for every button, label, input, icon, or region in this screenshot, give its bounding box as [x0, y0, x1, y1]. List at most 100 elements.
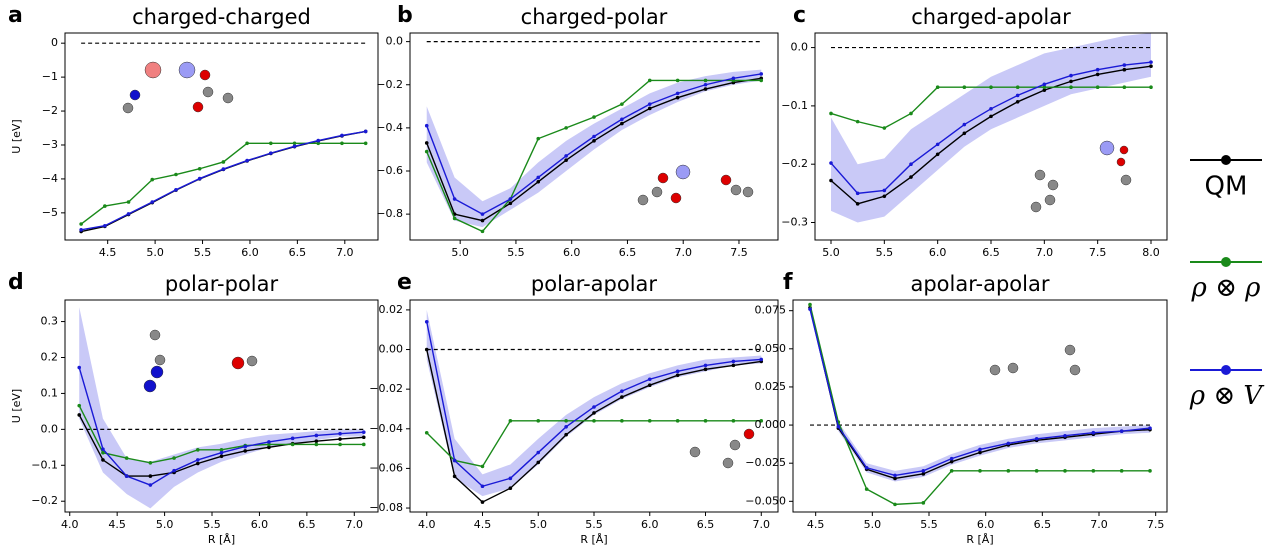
plot-frame: [64, 32, 379, 241]
x-tick-label: 7.5: [1147, 518, 1165, 531]
data-point: [103, 223, 107, 228]
legend-label: ρ ⊗ V: [1189, 381, 1265, 411]
x-tick-label: 5.0: [451, 246, 469, 259]
data-point: [1122, 63, 1127, 67]
data-point: [269, 141, 273, 146]
panel-title: polar-polar: [165, 272, 279, 296]
data-point: [480, 218, 485, 223]
data-point: [267, 445, 271, 450]
data-point: [864, 465, 869, 470]
x-tick-label: 7.0: [1090, 518, 1108, 531]
data-point: [1122, 85, 1127, 90]
data-point: [921, 469, 926, 473]
x-tick-label: 7.0: [336, 246, 354, 259]
x-tick-label: 5.0: [529, 518, 547, 531]
y-tick-label: 0.0: [386, 35, 404, 48]
y-tick-label: −0.025: [745, 456, 786, 469]
data-point: [949, 459, 954, 464]
data-point: [909, 175, 913, 179]
data-point: [978, 450, 982, 455]
data-point: [921, 501, 926, 505]
data-point: [978, 447, 982, 452]
x-tick-label: 6.5: [697, 518, 715, 531]
data-point: [536, 450, 541, 455]
x-tick-label: 4.5: [474, 518, 492, 531]
data-point: [882, 126, 887, 130]
data-point: [962, 85, 967, 90]
data-point: [647, 383, 652, 387]
data-point: [731, 76, 736, 81]
data-point: [829, 111, 833, 116]
data-point: [508, 476, 513, 481]
x-tick-label: 5.0: [822, 246, 840, 259]
y-tick-label: 0: [51, 36, 58, 49]
y-tick-label: −0.2: [376, 78, 403, 91]
data-point: [564, 126, 568, 130]
x-tick-label: 5.0: [146, 246, 164, 259]
data-point: [893, 502, 897, 507]
data-point: [1069, 85, 1073, 90]
data-point: [340, 141, 344, 146]
data-point: [808, 302, 812, 307]
x-tick-label: 7.5: [1089, 246, 1107, 259]
y-tick-label: −4: [42, 172, 58, 185]
data-point: [536, 175, 541, 180]
data-point: [909, 111, 913, 116]
data-point: [949, 469, 954, 473]
y-tick-label: −0.3: [781, 216, 808, 229]
data-point: [292, 144, 297, 149]
data-point: [197, 176, 202, 181]
data-point: [103, 204, 107, 208]
data-point: [1015, 85, 1020, 90]
data-point: [361, 435, 366, 440]
data-point: [731, 359, 736, 364]
x-tick-label: 6.0: [929, 246, 947, 259]
x-tick-label: 7.5: [730, 246, 748, 259]
data-point: [962, 122, 967, 127]
data-point: [675, 419, 680, 423]
legend-label: QM: [1205, 172, 1248, 202]
data-point: [480, 229, 485, 234]
y-tick-label: −0.2: [781, 157, 808, 170]
data-point: [363, 129, 368, 134]
x-axis-label: R [Å]: [580, 533, 607, 546]
data-point: [703, 419, 708, 423]
data-point: [77, 365, 82, 370]
data-point: [564, 154, 568, 158]
data-point: [675, 369, 680, 374]
uncertainty-band: [426, 69, 762, 228]
data-point: [101, 447, 105, 451]
data-point: [508, 201, 513, 206]
data-point: [978, 469, 982, 473]
data-point: [1042, 82, 1047, 87]
data-point: [1095, 85, 1100, 90]
data-point: [363, 141, 368, 146]
uncertainty-band: [810, 306, 1150, 482]
x-tick-label: 7.0: [674, 246, 692, 259]
data-point: [647, 377, 652, 382]
y-tick-label: 0.0: [791, 41, 809, 54]
x-tick-label: 6.5: [982, 246, 1000, 259]
data-point: [1015, 100, 1020, 104]
data-point: [126, 212, 131, 216]
data-point: [338, 431, 342, 436]
data-point: [267, 440, 271, 444]
data-point: [452, 474, 457, 479]
y-tick-label: −0.4: [376, 121, 403, 134]
series-line: [426, 420, 762, 468]
data-point: [935, 85, 940, 90]
data-point: [1063, 433, 1067, 438]
x-axis-label: R [Å]: [966, 533, 993, 546]
y-tick-label: 0.075: [755, 304, 787, 317]
panel-title: polar-apolar: [531, 272, 657, 296]
data-point: [962, 131, 967, 136]
data-point: [1063, 469, 1067, 473]
data-point: [703, 367, 708, 372]
data-point: [935, 142, 940, 147]
data-point: [314, 439, 319, 444]
data-point: [1149, 85, 1153, 90]
plot-frame: [64, 299, 379, 513]
data-point: [195, 448, 200, 452]
data-point: [126, 200, 131, 204]
y-tick-label: −5: [42, 206, 58, 219]
